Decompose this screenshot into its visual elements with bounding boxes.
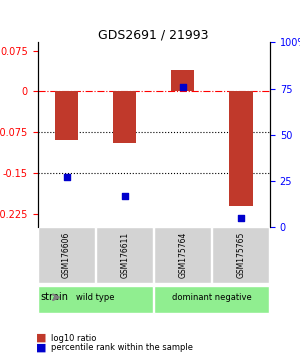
Text: wild type: wild type — [76, 293, 115, 302]
Title: GDS2691 / 21993: GDS2691 / 21993 — [98, 28, 209, 41]
Text: GSM176611: GSM176611 — [120, 232, 129, 278]
FancyBboxPatch shape — [154, 227, 211, 283]
Point — [64, 175, 69, 180]
FancyBboxPatch shape — [154, 286, 269, 313]
Text: dominant negative: dominant negative — [172, 293, 252, 302]
Text: strain: strain — [40, 292, 68, 302]
Bar — [55, 91, 78, 140]
Text: percentile rank within the sample: percentile rank within the sample — [51, 343, 193, 352]
Text: GSM175764: GSM175764 — [178, 232, 187, 278]
FancyBboxPatch shape — [38, 286, 153, 313]
Point — [238, 215, 243, 221]
Point — [180, 84, 185, 90]
Bar — [113, 91, 136, 143]
Point — [122, 193, 127, 199]
Text: ■: ■ — [36, 343, 46, 353]
Text: GSM176606: GSM176606 — [62, 232, 71, 278]
FancyBboxPatch shape — [96, 227, 153, 283]
FancyBboxPatch shape — [212, 227, 269, 283]
Text: GSM175765: GSM175765 — [236, 232, 245, 278]
Bar — [229, 91, 253, 206]
Bar — [171, 70, 194, 91]
Text: log10 ratio: log10 ratio — [51, 333, 96, 343]
FancyBboxPatch shape — [38, 227, 95, 283]
Text: ■: ■ — [36, 333, 46, 343]
